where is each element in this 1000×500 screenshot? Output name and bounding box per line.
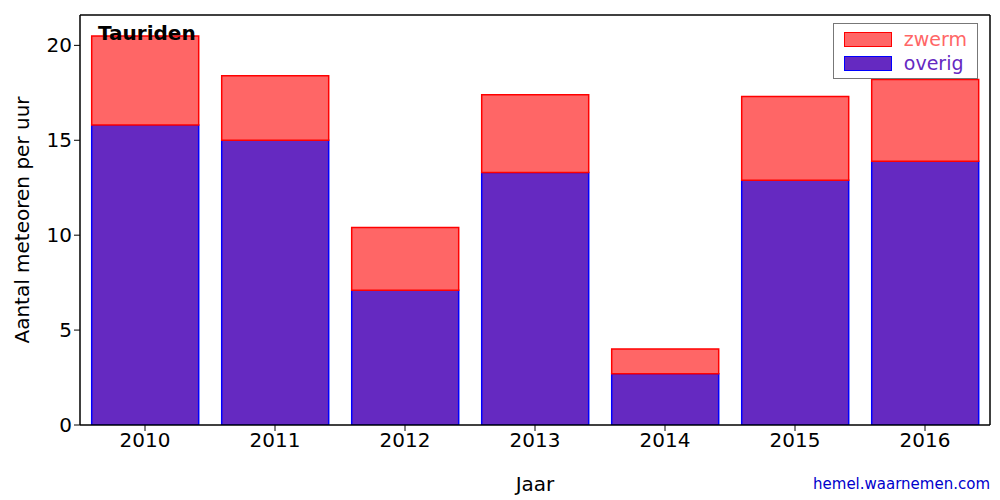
html-text:zwerm: zwerm (903, 28, 967, 50)
svg-text:2012: 2012 (380, 428, 431, 452)
svg-text:2014: 2014 (640, 428, 691, 452)
svg-text:2011: 2011 (250, 428, 301, 452)
svg-text:0: 0 (59, 413, 72, 437)
html-text:Aantal meteoren per uur: Aantal meteoren per uur (10, 96, 34, 344)
html-text:Tauriden: Tauriden (98, 21, 196, 45)
html-text:Jaar: Jaar (515, 472, 555, 496)
svg-text:2010: 2010 (120, 428, 171, 452)
svg-text:5: 5 (59, 318, 72, 342)
html-text:hemel.waarnemen.com: hemel.waarnemen.com (813, 475, 990, 493)
html-text:overig: overig (903, 52, 964, 74)
svg-text:2013: 2013 (510, 428, 561, 452)
svg-text:2015: 2015 (770, 428, 821, 452)
svg-text:2016: 2016 (900, 428, 951, 452)
svg-text:10: 10 (47, 223, 72, 247)
svg-text:15: 15 (47, 128, 72, 152)
svg-text:20: 20 (47, 33, 72, 57)
